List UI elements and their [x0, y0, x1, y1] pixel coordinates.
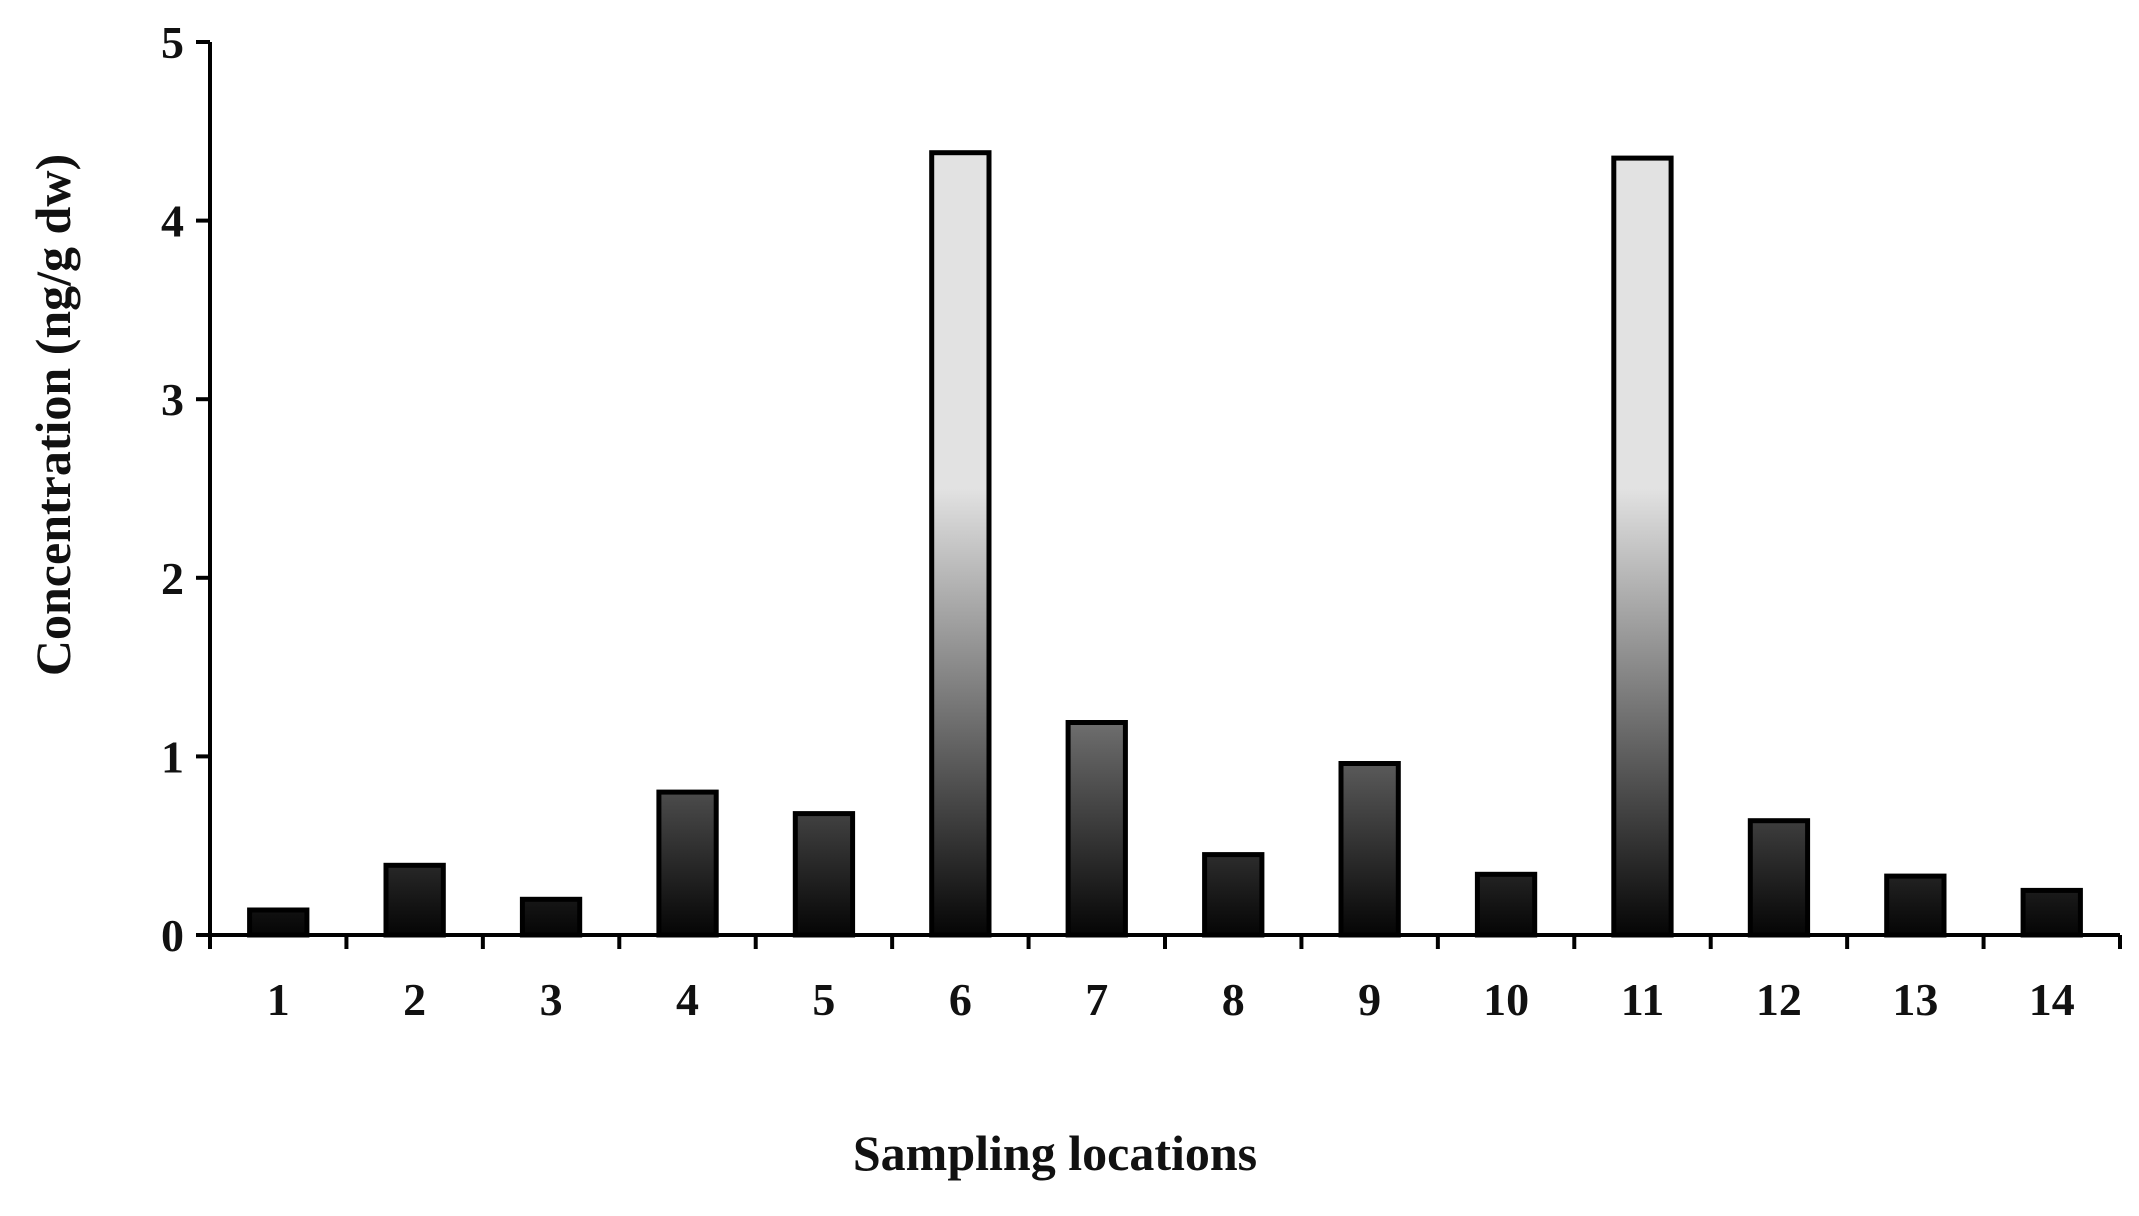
x-axis-title: Sampling locations [853, 1125, 1257, 1181]
bar-3 [519, 896, 583, 938]
bar-11 [1611, 155, 1674, 938]
bar-10 [1474, 871, 1538, 938]
bar-9 [1338, 761, 1401, 938]
x-tick-label-12: 12 [1756, 974, 1802, 1025]
y-tick-label-5: 5 [161, 17, 184, 68]
x-tick-label-7: 7 [1085, 974, 1108, 1025]
bar-6 [929, 150, 992, 938]
bar-5 [792, 811, 856, 938]
x-tick-label-10: 10 [1483, 974, 1529, 1025]
x-tick-label-13: 13 [1892, 974, 1938, 1025]
axes-layer [196, 40, 2122, 949]
x-tick-label-11: 11 [1621, 974, 1664, 1025]
bar-2 [383, 862, 446, 938]
bar-12 [1747, 818, 1811, 938]
bar-13 [1884, 873, 1947, 938]
bars-layer [247, 150, 2083, 938]
x-tick-label-8: 8 [1222, 974, 1245, 1025]
y-tick-label-0: 0 [161, 910, 184, 961]
y-tick-label-2: 2 [161, 553, 184, 604]
x-tick-label-4: 4 [676, 974, 699, 1025]
x-tick-label-2: 2 [403, 974, 426, 1025]
bar-7 [1065, 720, 1128, 938]
x-tick-label-9: 9 [1358, 974, 1381, 1025]
bar-4 [656, 789, 719, 938]
bar-14 [2020, 887, 2083, 938]
y-tick-label-1: 1 [161, 731, 184, 782]
x-tick-label-5: 5 [812, 974, 835, 1025]
y-tick-label-4: 4 [161, 196, 184, 247]
x-tick-label-1: 1 [267, 974, 290, 1025]
y-axis-title: Concentration (ng/g dw) [25, 154, 81, 676]
bar-8 [1202, 852, 1265, 938]
x-tick-label-14: 14 [2029, 974, 2075, 1025]
x-tick-label-3: 3 [540, 974, 563, 1025]
x-tick-label-6: 6 [949, 974, 972, 1025]
bar-1 [247, 907, 310, 938]
y-tick-label-3: 3 [161, 374, 184, 425]
